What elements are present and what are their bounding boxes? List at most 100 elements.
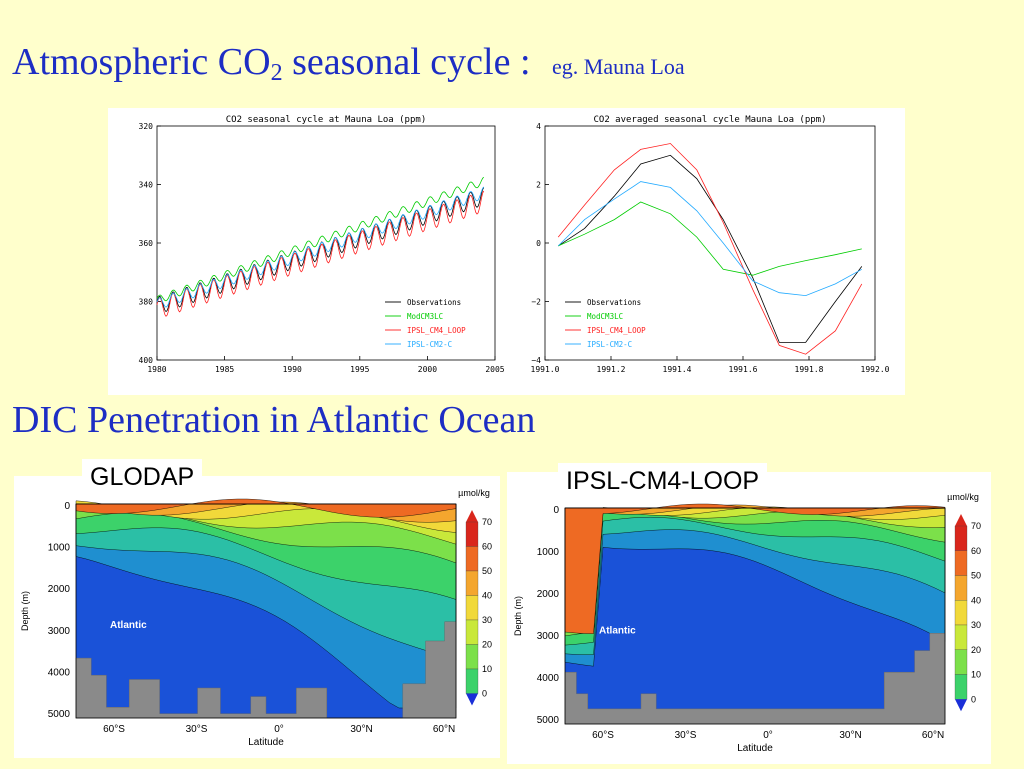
depth-tick-label: 2000 <box>48 584 71 595</box>
colorbar-swatch <box>465 546 479 572</box>
colorbar-tick-label: 20 <box>971 645 981 655</box>
latitude-tick-label: 60°N <box>922 730 944 741</box>
title1-main: Atmospheric CO <box>12 41 271 83</box>
series-line-ipsl-cm2-c <box>156 186 485 308</box>
region-label: Atlantic <box>599 625 636 636</box>
latitude-tick-label: 30°N <box>350 724 372 735</box>
series-line-modcm3lc <box>156 176 484 302</box>
colorbar-tick-label: 60 <box>971 546 981 556</box>
depth-tick-label: 1000 <box>48 543 71 554</box>
glodap-section-svg: Atlantic 0 1000 2000 3000 4000 5000 Depth (m) 60… <box>20 488 492 748</box>
colorbar-tick-label: 30 <box>482 615 492 625</box>
colorbar-swatch <box>465 595 479 621</box>
colorbar-tick-label: 30 <box>971 620 981 630</box>
colorbar-tick-label: 20 <box>482 640 492 650</box>
colorbar-bottom-arrow <box>466 693 478 706</box>
plot-frame <box>156 125 496 361</box>
co2-charts-svg: CO2 seasonal cycle at Mauna Loa (ppm) 320… <box>139 115 890 374</box>
dic-band-8 <box>75 498 457 518</box>
colorbar-swatch <box>954 600 968 626</box>
colorbar-swatch <box>954 649 968 675</box>
depth-tick-label: 4000 <box>537 673 560 684</box>
latitude-tick-label: 0° <box>274 724 284 735</box>
y-tick-label: 380 <box>139 298 154 307</box>
colorbar-swatch <box>954 550 968 576</box>
y-tick-label: 4 <box>536 122 541 131</box>
colorbar-bottom-arrow <box>955 699 967 712</box>
depth-tick-label: 5000 <box>48 709 71 720</box>
x-tick-label: 1985 <box>215 365 234 374</box>
series-line-ipsl-cm4-loop <box>557 143 863 355</box>
depth-axis-label: Depth (m) <box>20 591 30 631</box>
series-line-observations <box>557 154 863 343</box>
colorbar-swatch <box>465 619 479 645</box>
x-tick-label: 1992.0 <box>861 365 890 374</box>
legend-label: IPSL-CM2-C <box>587 340 632 349</box>
x-tick-label: 1990 <box>283 365 302 374</box>
dic-band-7 <box>564 504 946 633</box>
colorbar-tick-label: 70 <box>971 521 981 531</box>
glodap-panel: Atlantic 0 1000 2000 3000 4000 5000 Depth (m) 60… <box>14 476 500 758</box>
depth-tick-label: 0 <box>553 505 559 516</box>
ipsl-label: IPSL-CM4-LOOP <box>558 463 768 499</box>
colorbar-tick-label: 0 <box>971 694 976 704</box>
colorbar-tick-label: 0 <box>482 689 487 699</box>
legend-label: ModCM3LC <box>587 312 623 321</box>
ipsl-panel: Atlantic 0 1000 2000 3000 4000 5000 Depth (m) 60… <box>507 472 991 764</box>
dic-band-2 <box>564 507 946 655</box>
depth-tick-label: 0 <box>64 501 70 512</box>
section-frame <box>564 507 946 725</box>
legend-label: IPSL_CM4_LOOP <box>407 326 466 335</box>
slide-title-dic: DIC Penetration in Atlantic Ocean <box>12 399 536 441</box>
ipsl-section-svg: Atlantic 0 1000 2000 3000 4000 5000 Depth (m) 60… <box>513 492 981 754</box>
y-tick-label: 340 <box>139 181 154 190</box>
latitude-axis-label: Latitude <box>737 743 773 754</box>
chart-title: CO2 seasonal cycle at Mauna Loa (ppm) <box>226 115 426 125</box>
colorbar-swatch <box>465 570 479 596</box>
y-tick-label: 2 <box>536 181 541 190</box>
latitude-tick-label: 60°S <box>103 724 125 735</box>
colorbar-swatch <box>954 575 968 601</box>
chart-title: CO2 averaged seasonal cycle Mauna Loa (p… <box>594 115 827 125</box>
seafloor-topography <box>75 621 457 719</box>
latitude-tick-label: 30°S <box>186 724 208 735</box>
series-line-ipsl-cm2-c <box>557 181 862 297</box>
title1-rest: seasonal cycle : <box>282 41 541 83</box>
colorbar-tick-label: 60 <box>482 542 492 552</box>
x-tick-label: 2005 <box>485 365 504 374</box>
latitude-tick-label: 60°N <box>433 724 455 735</box>
dic-band-8 <box>564 503 946 634</box>
series-line-ipsl-cm4-loop <box>156 190 485 317</box>
co2-charts-panel: CO2 seasonal cycle at Mauna Loa (ppm) 320… <box>108 108 905 395</box>
x-tick-label: 1995 <box>350 365 369 374</box>
colorbar-swatch <box>954 624 968 650</box>
depth-tick-label: 3000 <box>48 626 71 637</box>
y-tick-label: 360 <box>139 239 154 248</box>
y-tick-label: 320 <box>139 122 154 131</box>
colorbar-tick-label: 50 <box>482 566 492 576</box>
colorbar-units: µmol/kg <box>458 488 490 498</box>
legend-label: Observations <box>407 298 461 307</box>
colorbar-swatch <box>465 644 479 670</box>
title1-small: eg. Mauna Loa <box>552 54 685 79</box>
glodap-label: GLODAP <box>82 459 203 495</box>
colorbar-swatch <box>954 674 968 700</box>
colorbar-tick-label: 40 <box>971 595 981 605</box>
latitude-tick-label: 30°N <box>839 730 861 741</box>
depth-axis-label: Depth (m) <box>513 596 523 636</box>
latitude-tick-label: 30°S <box>675 730 697 741</box>
legend-label: IPSL_CM4_LOOP <box>587 326 646 335</box>
latitude-tick-label: 0° <box>763 730 773 741</box>
depth-tick-label: 2000 <box>537 589 560 600</box>
y-tick-label: −4 <box>531 356 541 365</box>
y-tick-label: 0 <box>536 239 541 248</box>
slide-title-co2: Atmospheric CO2 seasonal cycle : eg. Mau… <box>12 40 685 87</box>
x-tick-label: 1991.8 <box>795 365 824 374</box>
colorbar-tick-label: 70 <box>482 517 492 527</box>
x-tick-label: 1991.4 <box>663 365 692 374</box>
y-tick-label: −2 <box>531 298 541 307</box>
depth-tick-label: 1000 <box>537 547 560 558</box>
x-tick-label: 1991.2 <box>597 365 626 374</box>
colorbar-swatch <box>465 521 479 547</box>
colorbar-tick-label: 40 <box>482 591 492 601</box>
